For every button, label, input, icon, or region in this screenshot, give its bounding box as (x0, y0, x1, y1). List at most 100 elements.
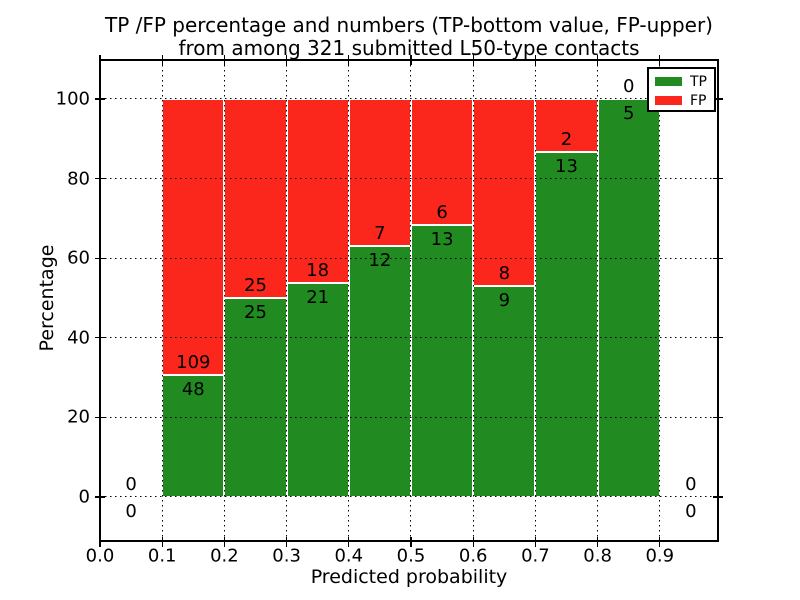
x-tick-mark-top (223, 55, 226, 65)
x-tick-mark-top (348, 55, 350, 65)
tp-count-label: 13 (555, 156, 578, 178)
y-tick-mark-right (713, 257, 723, 259)
y-gridline (100, 416, 718, 419)
tp-count-label: 0 (125, 501, 137, 522)
x-tick-label: 0.6 (458, 545, 488, 567)
y-tick-label: 100 (55, 88, 90, 110)
x-tick-mark-top (659, 55, 661, 65)
x-tick-label: 0.3 (272, 545, 301, 567)
x-tick-mark-top (285, 55, 288, 65)
x-tick-mark (596, 537, 599, 547)
x-tick-mark-top (161, 55, 163, 65)
x-tick-label: 0.0 (85, 545, 115, 567)
x-tick-label: 0.9 (645, 545, 675, 567)
y-tick-label: 0 (78, 486, 90, 508)
tp-count-label: 5 (622, 103, 635, 124)
legend-label-fp: FP (690, 92, 707, 109)
x-tick-mark-top (410, 55, 412, 65)
x-tick-mark (534, 537, 537, 547)
x-gridline (223, 60, 226, 541)
y-tick-mark-right (713, 496, 723, 498)
y-tick-mark (95, 177, 105, 180)
tp-bar-segment (411, 224, 474, 497)
legend-label-tp: TP (690, 73, 707, 90)
x-gridline (161, 60, 164, 541)
x-gridline (348, 60, 351, 541)
fp-count-label: 0 (685, 474, 697, 495)
tp-bar-segment (224, 298, 287, 497)
x-tick-label: 0.2 (210, 545, 239, 567)
fp-count-label: 0 (622, 76, 635, 97)
y-tick-label: 20 (67, 406, 90, 428)
fp-count-label: 0 (125, 474, 137, 495)
y-tick-label: 60 (67, 247, 90, 269)
x-gridline (410, 60, 413, 541)
y-tick-label: 80 (67, 168, 90, 190)
y-tick-label: 40 (67, 327, 90, 349)
plot-area: 0 0 109 48 25 25 18 21 7 12 6 13 8 9 2 13 0 5 0 0 (100, 60, 718, 541)
fp-bar-segment (286, 99, 349, 283)
y-tick-mark (95, 496, 105, 498)
tp-count-label: 0 (685, 501, 697, 522)
x-axis-label: Predicted probability (310, 566, 508, 588)
y-tick-mark (95, 337, 105, 339)
chart-title-line2: from among 321 submitted L50-type contac… (178, 36, 640, 60)
y-gridline (100, 98, 718, 101)
y-tick-mark-right (713, 337, 723, 339)
y-gridline (100, 177, 718, 180)
x-tick-label: 0.4 (334, 545, 364, 567)
tp-count-label: 9 (498, 290, 511, 312)
chart-title-line1: TP /FP percentage and numbers (TP-bottom… (105, 13, 713, 37)
x-tick-label: 0.8 (583, 545, 612, 567)
fp-bar-segment (348, 99, 411, 246)
x-tick-mark-top (472, 55, 474, 65)
x-tick-mark (223, 537, 226, 547)
y-gridline (100, 257, 718, 260)
fp-bar-segment (224, 99, 287, 298)
fp-count-label: 8 (498, 263, 511, 285)
x-tick-mark (161, 537, 163, 547)
y-tick-mark (95, 416, 105, 419)
legend: TP FP (647, 67, 716, 112)
x-tick-mark (472, 537, 474, 547)
x-tick-mark (285, 537, 288, 547)
fp-count-label: 2 (560, 129, 573, 151)
fp-count-label: 7 (374, 222, 386, 244)
legend-item-tp: TP (649, 72, 714, 91)
tp-color-swatch (655, 77, 682, 86)
y-tick-mark (95, 257, 105, 259)
x-gridline (285, 60, 288, 541)
y-gridline (100, 496, 718, 499)
fp-count-label: 6 (436, 201, 448, 223)
tp-bar-segment (535, 152, 598, 497)
x-tick-mark (659, 537, 661, 547)
fp-bar-segment (162, 99, 225, 376)
x-tick-label: 0.5 (396, 545, 426, 567)
tp-count-label: 48 (181, 379, 205, 401)
x-tick-label: 0.1 (147, 545, 177, 567)
tp-bar-segment (597, 99, 660, 497)
y-tick-mark-right (713, 177, 723, 180)
chart-title: TP /FP percentage and numbers (TP-bottom… (100, 14, 718, 60)
tp-count-label: 21 (306, 286, 330, 308)
tp-bar-segment (473, 286, 536, 497)
tp-bar-segment (286, 282, 349, 497)
legend-item-fp: FP (649, 91, 714, 110)
x-gridline (472, 60, 475, 541)
x-tick-mark-top (534, 55, 537, 65)
x-gridline (534, 60, 537, 541)
fp-color-swatch (655, 96, 682, 105)
x-tick-mark (348, 537, 350, 547)
tp-count-label: 13 (430, 228, 454, 250)
fp-count-label: 25 (244, 275, 267, 296)
fp-count-label: 109 (176, 352, 211, 374)
x-tick-mark (410, 537, 412, 547)
tp-bar-segment (348, 245, 411, 497)
y-tick-mark-right (713, 416, 723, 419)
x-tick-mark (99, 537, 101, 547)
x-tick-label: 0.7 (521, 545, 550, 567)
x-gridline (659, 60, 662, 541)
tp-count-label: 25 (244, 302, 267, 323)
x-tick-mark-top (99, 55, 101, 65)
